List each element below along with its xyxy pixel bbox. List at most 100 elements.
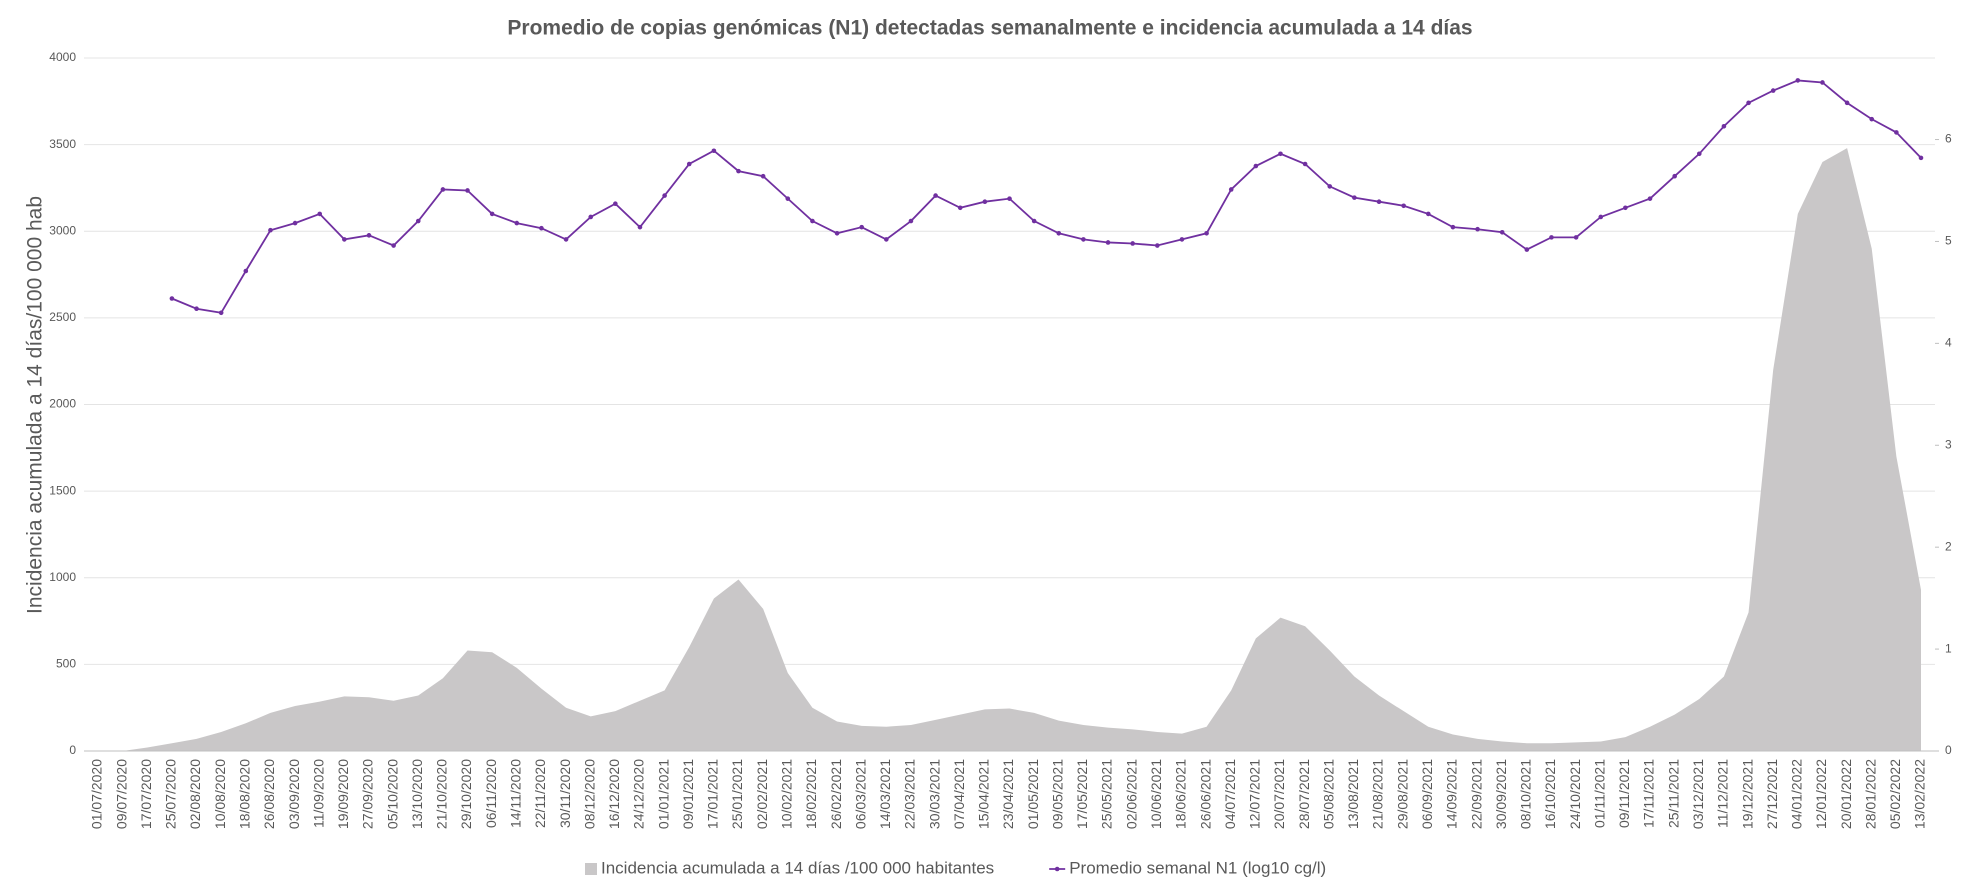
x-tick-label: 29/08/2021	[1394, 759, 1410, 829]
x-tick-label: 09/01/2021	[680, 759, 696, 829]
line-marker	[416, 219, 421, 224]
line-marker	[1796, 78, 1801, 83]
x-tick-label: 13/02/2022	[1912, 759, 1928, 829]
x-tick-label: 22/11/2020	[532, 759, 548, 828]
y2-tick-label: 5	[1945, 234, 1952, 248]
line-marker	[1672, 174, 1677, 179]
y-tick-label: 1000	[49, 570, 76, 584]
x-tick-label: 19/09/2020	[335, 759, 351, 829]
line-marker	[1697, 151, 1702, 156]
x-tick-label: 08/12/2020	[581, 759, 597, 829]
x-tick-label: 17/11/2021	[1641, 759, 1657, 828]
line-marker	[958, 206, 963, 211]
x-tick-label: 27/12/2021	[1764, 759, 1780, 829]
line-marker	[859, 225, 864, 230]
line-marker	[1549, 235, 1554, 240]
line-marker	[564, 237, 569, 242]
x-tick-label: 14/09/2021	[1444, 759, 1460, 829]
line-marker	[1894, 130, 1899, 135]
x-tick-label: 07/04/2021	[951, 759, 967, 829]
x-tick-label: 20/07/2021	[1271, 759, 1287, 829]
line-marker	[268, 228, 273, 233]
x-tick-label: 23/04/2021	[1000, 759, 1016, 829]
line-marker	[1377, 199, 1382, 204]
line-marker	[1229, 187, 1234, 192]
line-marker	[514, 221, 519, 226]
x-tick-label: 16/10/2021	[1542, 759, 1558, 829]
line-marker	[1598, 215, 1603, 220]
line-marker	[1451, 225, 1456, 230]
line-marker	[244, 269, 249, 274]
x-tick-label: 27/09/2020	[360, 759, 376, 829]
line-marker	[1056, 231, 1061, 236]
x-tick-label: 06/11/2020	[483, 759, 499, 828]
line-marker	[219, 310, 224, 315]
x-tick-label: 21/08/2021	[1370, 759, 1386, 829]
line-marker	[785, 196, 790, 201]
x-tick-label: 18/06/2021	[1173, 759, 1189, 829]
line-marker	[1746, 101, 1751, 106]
x-tick-label: 13/08/2021	[1345, 759, 1361, 829]
line-marker	[1919, 156, 1924, 161]
x-tick-label: 01/05/2021	[1025, 759, 1041, 829]
x-tick-label: 15/04/2021	[976, 759, 992, 829]
line-marker	[662, 193, 667, 198]
x-tick-label: 04/07/2021	[1222, 759, 1238, 829]
x-tick-label: 02/08/2020	[187, 759, 203, 829]
line-marker	[465, 188, 470, 193]
y-tick-label: 0	[69, 743, 76, 757]
line-marker	[810, 219, 815, 224]
x-tick-label: 14/11/2020	[508, 759, 524, 828]
line-marker	[1623, 206, 1628, 211]
chart: Promedio de copias genómicas (N1) detect…	[0, 0, 1979, 883]
line-marker	[342, 237, 347, 242]
line-marker	[1771, 88, 1776, 93]
x-tick-label: 26/08/2020	[261, 759, 277, 829]
x-tick-label: 10/06/2021	[1148, 759, 1164, 829]
line-marker	[194, 306, 199, 311]
x-tick-label: 05/10/2020	[384, 759, 400, 829]
line-marker	[1155, 243, 1160, 248]
x-tick-label: 29/10/2020	[458, 759, 474, 829]
x-tick-label: 01/07/2020	[89, 759, 105, 829]
y-tick-label: 4000	[49, 50, 76, 64]
x-tick-label: 18/08/2020	[237, 759, 253, 829]
x-tick-label: 11/12/2021	[1715, 759, 1731, 828]
x-tick-label: 19/12/2021	[1739, 759, 1755, 829]
line-marker	[761, 174, 766, 179]
line-marker	[736, 169, 741, 174]
x-tick-label: 25/11/2021	[1665, 759, 1681, 828]
x-tick-label: 12/01/2022	[1813, 759, 1829, 829]
x-tick-label: 09/05/2021	[1049, 759, 1065, 829]
line-marker	[835, 231, 840, 236]
line-marker	[1352, 195, 1357, 200]
legend-swatch-marker	[1055, 867, 1060, 872]
line-marker	[613, 201, 618, 206]
x-tick-label: 17/01/2021	[705, 759, 721, 829]
x-tick-label: 20/01/2022	[1838, 759, 1854, 829]
line-marker	[1081, 237, 1086, 242]
line-marker	[490, 212, 495, 217]
x-tick-label: 10/02/2021	[778, 759, 794, 829]
x-tick-label: 16/12/2020	[606, 759, 622, 829]
line-marker	[1722, 124, 1727, 129]
x-tick-label: 02/02/2021	[754, 759, 770, 829]
line-marker	[588, 215, 593, 220]
y-axis-title: Incidencia acumulada a 14 días/100 000 h…	[24, 196, 47, 614]
x-tick-label: 09/11/2021	[1616, 759, 1632, 828]
y-tick-label: 3000	[49, 223, 76, 237]
line-marker	[1204, 231, 1209, 236]
x-tick-label: 01/11/2021	[1591, 759, 1607, 828]
line-marker	[712, 148, 717, 153]
x-tick-label: 30/03/2021	[926, 759, 942, 829]
legend-label: Incidencia acumulada a 14 días /100 000 …	[601, 858, 994, 877]
legend-label: Promedio semanal N1 (log10 cg/l)	[1069, 858, 1326, 877]
y2-tick-label: 6	[1945, 132, 1952, 146]
x-tick-label: 11/09/2020	[310, 759, 326, 828]
y2-tick-label: 1	[1945, 641, 1952, 655]
line-marker	[1475, 227, 1480, 232]
y2-tick-label: 2	[1945, 539, 1952, 553]
line-marker	[1426, 212, 1431, 217]
x-tick-label: 13/10/2020	[409, 759, 425, 829]
line-marker	[909, 219, 914, 224]
